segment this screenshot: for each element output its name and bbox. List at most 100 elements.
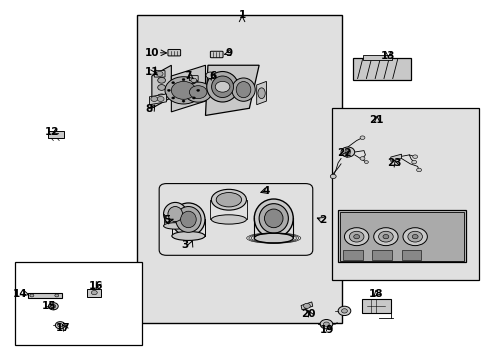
Circle shape [164,77,202,104]
Bar [342,249,362,260]
Text: 11: 11 [144,67,159,77]
Ellipse shape [171,203,204,236]
Polygon shape [171,65,205,112]
Circle shape [353,234,359,239]
Bar [48,131,64,138]
Circle shape [402,228,427,246]
Circle shape [189,86,206,99]
Polygon shape [390,154,401,161]
Circle shape [91,291,97,295]
Polygon shape [149,94,166,105]
Bar [361,299,390,314]
Circle shape [48,303,58,310]
FancyBboxPatch shape [210,51,223,58]
Circle shape [171,82,174,84]
Circle shape [205,72,214,78]
Bar [339,212,463,261]
Circle shape [58,323,62,327]
Ellipse shape [257,88,264,99]
Bar [137,15,341,323]
Bar [371,249,391,260]
Circle shape [359,157,364,160]
Polygon shape [256,81,266,105]
Bar [15,262,142,345]
Text: 5: 5 [163,215,170,225]
Circle shape [416,168,421,172]
Text: 23: 23 [386,158,401,168]
Ellipse shape [163,223,186,229]
Circle shape [303,303,310,309]
Circle shape [156,71,163,76]
Circle shape [157,94,166,101]
Circle shape [364,161,367,163]
Ellipse shape [211,189,246,210]
Text: 17: 17 [56,323,70,333]
Text: 9: 9 [225,48,232,58]
Text: 19: 19 [320,325,334,335]
Ellipse shape [216,193,241,207]
Circle shape [359,136,364,139]
Circle shape [340,147,354,157]
Circle shape [171,97,174,99]
Text: 15: 15 [42,301,57,311]
FancyBboxPatch shape [167,49,180,56]
Text: 22: 22 [337,148,351,158]
Circle shape [373,228,397,246]
Circle shape [182,78,184,81]
Circle shape [411,160,416,164]
FancyBboxPatch shape [154,71,164,77]
Bar [337,211,465,262]
Text: 7: 7 [184,71,192,81]
Circle shape [323,322,329,326]
Ellipse shape [163,202,186,226]
Text: 16: 16 [88,281,103,291]
Circle shape [158,85,165,90]
Ellipse shape [231,78,255,101]
Ellipse shape [264,209,283,228]
Circle shape [192,82,195,84]
Ellipse shape [254,199,293,238]
Text: 10: 10 [144,48,159,58]
Circle shape [55,294,59,297]
Text: 8: 8 [145,104,153,114]
Circle shape [196,89,199,91]
Circle shape [151,96,158,102]
Polygon shape [301,302,312,310]
Text: 18: 18 [368,289,383,299]
Text: 2: 2 [318,215,325,225]
Ellipse shape [211,215,246,224]
Text: 1: 1 [238,10,245,20]
Circle shape [330,174,335,179]
Ellipse shape [167,207,182,222]
Polygon shape [152,65,171,108]
Circle shape [378,231,392,242]
Ellipse shape [236,82,250,98]
Text: 3: 3 [181,240,188,250]
Text: 21: 21 [368,115,383,125]
Circle shape [341,309,346,313]
Circle shape [157,96,163,102]
Bar [27,293,61,298]
Text: 20: 20 [300,310,314,319]
Text: 13: 13 [380,51,395,61]
Circle shape [171,81,195,99]
Ellipse shape [259,204,288,233]
Circle shape [344,228,368,246]
Circle shape [344,150,350,154]
Text: 6: 6 [209,71,216,81]
Ellipse shape [175,207,201,232]
Circle shape [184,82,211,102]
Ellipse shape [211,76,233,98]
Circle shape [182,100,184,102]
Circle shape [30,294,34,297]
Bar [352,58,410,80]
FancyBboxPatch shape [159,184,312,255]
FancyBboxPatch shape [189,76,198,81]
Polygon shape [205,65,259,116]
Ellipse shape [206,72,238,102]
Circle shape [382,234,388,239]
Bar [87,289,101,297]
Circle shape [412,155,417,158]
Circle shape [55,321,65,329]
Ellipse shape [180,211,196,228]
